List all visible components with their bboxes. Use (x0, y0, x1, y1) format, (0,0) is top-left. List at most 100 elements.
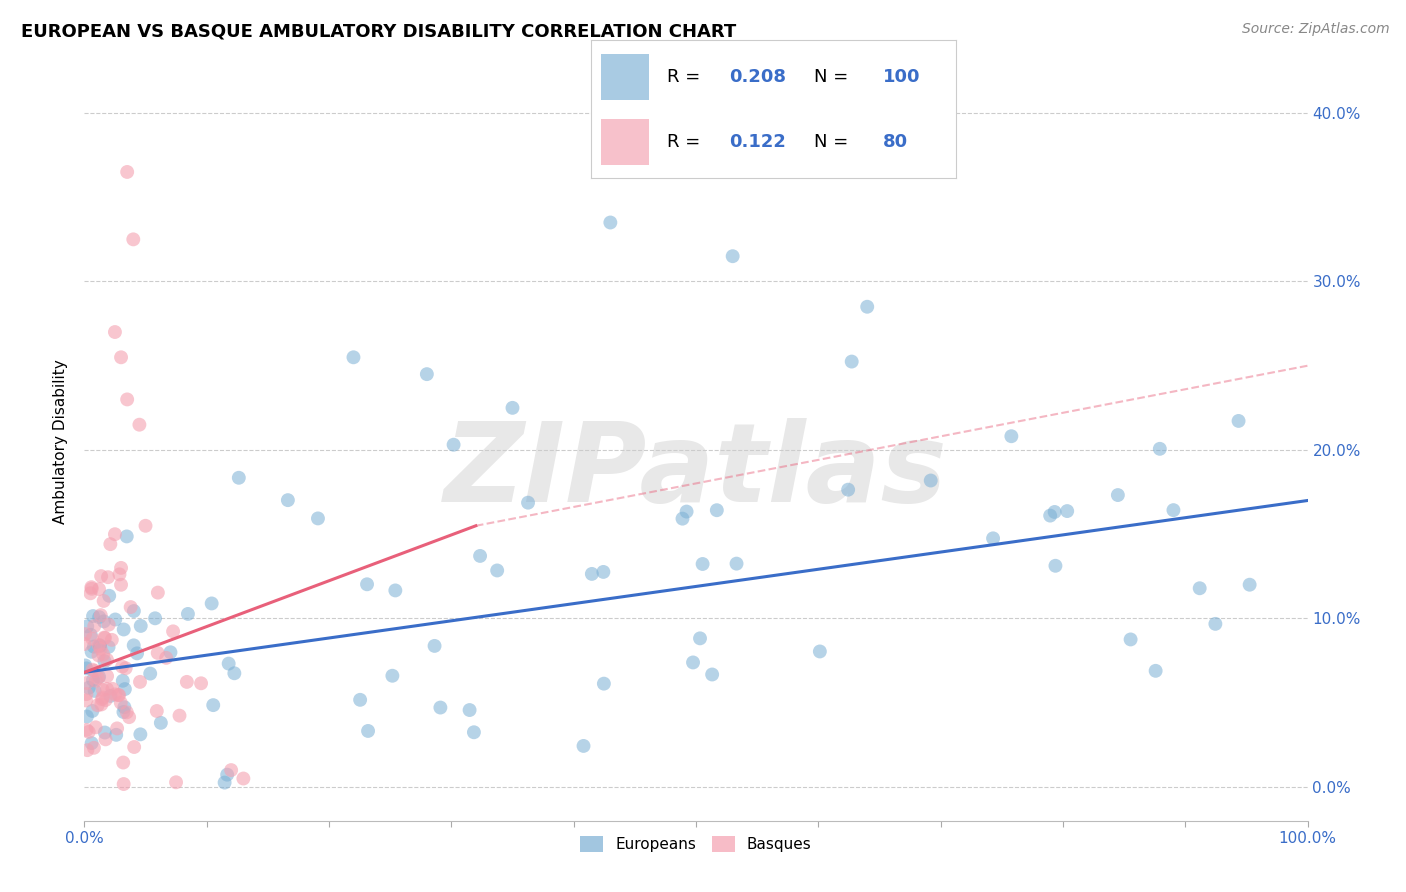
Point (682, 656, 704, 670)
Point (100, 689, 122, 703)
Point (837, 483, 859, 497)
Point (1188, 581, 1211, 595)
Point (169, 708, 191, 723)
Point (429, 700, 451, 714)
Point (110, 561, 132, 575)
Point (73, 637, 96, 651)
Point (110, 351, 132, 365)
Point (82, 632, 104, 646)
Point (89, 610, 111, 624)
Point (468, 549, 491, 563)
Point (97, 617, 120, 632)
Text: EUROPEAN VS BASQUE AMBULATORY DISABILITY CORRELATION CHART: EUROPEAN VS BASQUE AMBULATORY DISABILITY… (21, 22, 737, 40)
Point (202, 698, 225, 713)
Point (75, 693, 97, 707)
Point (83, 619, 105, 633)
Point (91, 692, 114, 706)
Point (84, 673, 107, 688)
Point (135, 518, 157, 533)
Point (110, 696, 132, 710)
Point (105, 722, 128, 736)
Point (94, 732, 117, 747)
Point (96, 669, 118, 683)
Point (122, 739, 145, 754)
Point (115, 706, 138, 720)
Point (349, 693, 371, 707)
Point (129, 619, 152, 633)
Point (1000, 429, 1022, 443)
Point (112, 756, 135, 770)
Point (593, 676, 616, 690)
Point (108, 688, 131, 702)
Point (93, 594, 115, 608)
Point (217, 767, 239, 781)
Point (1227, 414, 1250, 428)
Point (80, 628, 103, 642)
Point (80, 736, 103, 750)
Point (76, 743, 98, 757)
Point (115, 392, 138, 407)
Point (599, 215, 621, 229)
Point (87, 670, 110, 684)
Point (83, 640, 105, 654)
Point (86, 698, 108, 713)
Point (190, 676, 212, 690)
Point (82, 609, 104, 624)
Point (1107, 488, 1129, 502)
Point (115, 165, 138, 179)
Point (214, 775, 236, 789)
Point (90, 641, 112, 656)
Point (122, 604, 145, 618)
Legend: Europeans, Basques: Europeans, Basques (574, 830, 818, 858)
Text: 100: 100 (883, 68, 921, 86)
Point (114, 661, 136, 675)
Point (725, 557, 748, 571)
Point (675, 505, 697, 519)
Point (671, 511, 693, 525)
Point (808, 644, 831, 658)
Point (97, 570, 120, 584)
Point (120, 600, 142, 615)
Point (1056, 504, 1078, 518)
Point (122, 638, 145, 652)
Point (104, 687, 127, 701)
Point (87, 671, 110, 685)
Point (75, 627, 97, 641)
Point (110, 578, 132, 592)
Text: ZIPatlas: ZIPatlas (444, 418, 948, 525)
Point (517, 496, 540, 510)
Point (83, 664, 105, 678)
Point (76, 676, 98, 690)
Point (104, 325, 127, 339)
Point (1149, 442, 1171, 456)
Point (486, 564, 509, 578)
Point (201, 597, 224, 611)
Point (1039, 508, 1062, 523)
Point (1043, 505, 1066, 519)
Point (146, 646, 169, 660)
Point (107, 688, 129, 702)
Point (87, 648, 110, 663)
Point (920, 474, 942, 488)
Point (96, 653, 118, 667)
Point (82, 663, 104, 677)
Point (176, 674, 198, 689)
Point (80, 582, 103, 596)
Point (93, 631, 115, 645)
Point (77, 725, 100, 739)
Point (381, 669, 404, 683)
Point (94, 725, 117, 739)
Point (90, 698, 112, 712)
Point (115, 529, 138, 543)
Point (1204, 616, 1226, 631)
Point (79, 586, 101, 600)
Point (139, 666, 162, 681)
Point (91, 648, 114, 662)
Point (458, 703, 481, 717)
Point (1163, 503, 1185, 517)
Point (219, 763, 242, 777)
Text: 0.122: 0.122 (730, 133, 786, 151)
Point (82, 673, 104, 687)
Bar (602, 119, 650, 164)
Point (122, 232, 145, 246)
